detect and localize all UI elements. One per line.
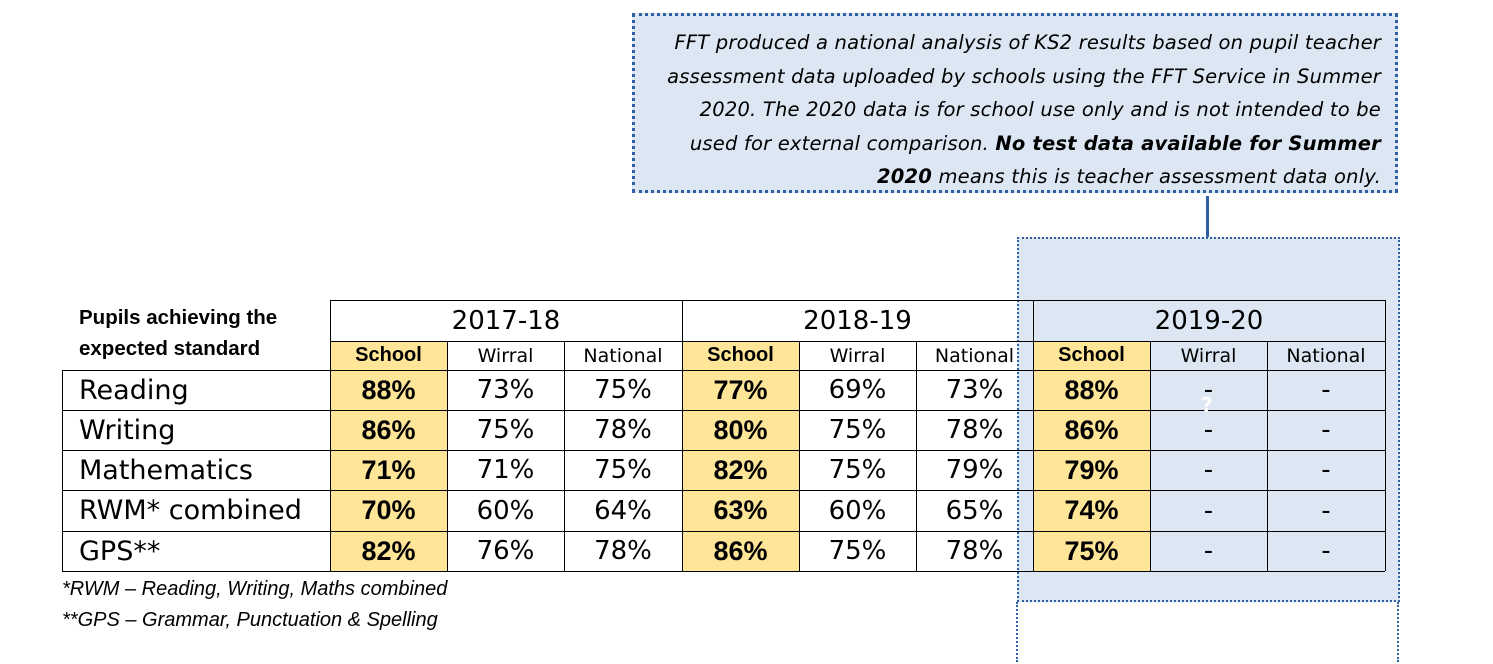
table-cell: 71% [476,455,535,485]
grid-line [330,300,1385,301]
table-cell: 86% [682,531,799,571]
table-cell: 75% [594,375,652,405]
table-cell: - [1321,455,1331,485]
table-cell: 63% [682,490,799,531]
table-cell: 65% [945,495,1004,526]
grid-line [1385,300,1386,571]
year-header: 2017-18 [451,305,561,336]
row-label: Mathematics [79,454,253,486]
table-cell: - [1203,375,1214,405]
row-label: Writing [79,414,176,446]
callout-bold-text: No test data available for Summer 2020 [876,131,1381,189]
table-cell: 82% [682,450,799,490]
table-cell: 78% [594,536,652,566]
column-header-national: National [1286,344,1366,367]
table-cell: 78% [945,415,1004,445]
table-cell: 73% [476,375,535,405]
grid-line [564,341,565,571]
table-cell: 75% [476,415,535,445]
table-cell: 78% [945,536,1004,566]
column-header-school: School [682,341,799,370]
callout-text: FFT produced a national analysis of KS2 … [667,31,1381,155]
row-label: GPS** [79,535,161,567]
column-header-wirral: Wirral [1180,344,1237,367]
column-header-school: School [1033,341,1150,370]
table-cell: 79% [1033,450,1150,490]
row-label: Reading [79,374,189,406]
grid-line [330,300,331,571]
table-cell: 78% [594,415,652,445]
table-cell: 75% [828,455,887,485]
year-header: 2019-20 [1154,305,1264,336]
grid-line [330,341,1385,342]
table-cell: 79% [945,455,1004,485]
table-cell: 60% [828,495,887,526]
highlight-tail-right [1397,602,1399,662]
table-cell: - [1321,375,1331,405]
grid-line [62,490,1385,491]
callout-text-end: means this is teacher assessment data on… [938,165,1381,189]
grid-line [62,370,1385,371]
footnote-rwm: *RWM – Reading, Writing, Maths combined [62,578,448,600]
table-cell: 88% [1033,370,1150,410]
table-cell: 64% [594,495,652,526]
table-cell: 86% [1033,410,1150,450]
stray-question-mark: ? [1201,393,1213,417]
row-label: RWM* combined [79,495,302,526]
table-cell: - [1203,415,1214,445]
column-header-wirral: Wirral [477,344,534,367]
table-cell: 76% [476,536,535,566]
grid-line [62,531,1385,532]
grid-line [1033,300,1034,571]
table-cell: - [1203,536,1214,566]
table-cell: 86% [330,410,447,450]
grid-line [1267,341,1268,571]
table-cell: 80% [682,410,799,450]
column-header-national: National [583,344,663,367]
table-cell: - [1203,455,1214,485]
column-highlight-box [1017,237,1400,602]
table-cell: 71% [330,450,447,490]
column-header-national: National [934,344,1015,367]
table-cell: - [1321,495,1331,526]
table-cell: 75% [1033,531,1150,571]
grid-line [1150,341,1151,571]
table-cell: 75% [594,455,652,485]
footnote-gps: **GPS – Grammar, Punctuation & Spelling [62,609,438,631]
table-cell: 70% [330,490,447,531]
table-cell: 73% [945,375,1004,405]
column-header-school: School [330,341,447,370]
table-cell: 88% [330,370,447,410]
grid-line [62,410,1385,411]
grid-line [62,571,1385,572]
year-header: 2018-19 [803,305,912,336]
table-cell: - [1321,415,1331,445]
table-cell: 75% [828,536,887,566]
table-cell: 69% [828,375,887,405]
grid-line [62,370,63,571]
table-cell: - [1203,495,1214,526]
grid-line [916,341,917,571]
grid-line [447,341,448,571]
column-header-wirral: Wirral [829,344,886,367]
table-cell: 77% [682,370,799,410]
callout-connector [1206,196,1209,237]
table-cell: 60% [476,495,535,526]
table-heading: Pupils achieving the expected standard [79,306,278,360]
table-cell: 82% [330,531,447,571]
highlight-tail-left [1016,602,1018,662]
grid-line [682,300,683,571]
grid-line [62,450,1385,451]
table-cell: 74% [1033,490,1150,531]
table-cell: 75% [828,415,887,445]
table-cell: - [1321,536,1331,566]
grid-line [799,341,800,571]
callout-note: FFT produced a national analysis of KS2 … [632,13,1398,193]
